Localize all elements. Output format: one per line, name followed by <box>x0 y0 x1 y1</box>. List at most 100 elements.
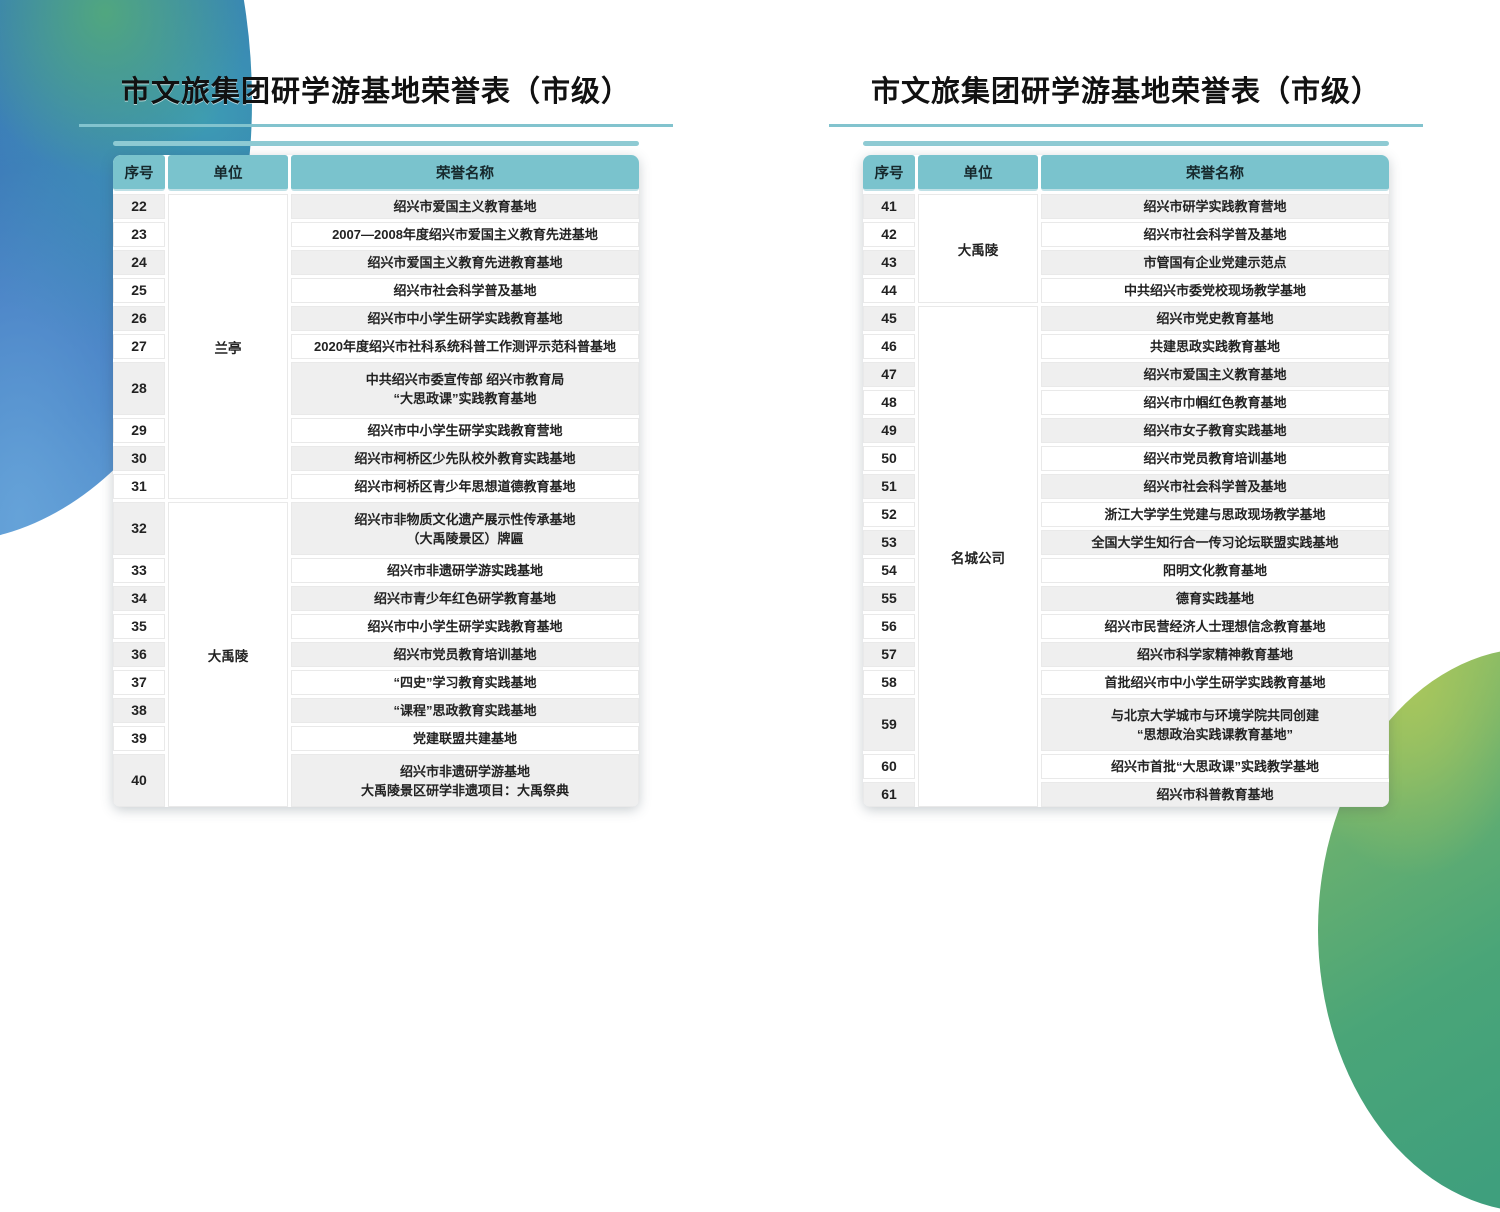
honor-cell: 中共绍兴市委宣传部 绍兴市教育局 “大思政课”实践教育基地 <box>291 362 639 415</box>
title-underline <box>829 124 1423 127</box>
column-header: 单位 <box>168 155 288 191</box>
honor-cell: 绍兴市研学实践教育营地 <box>1041 194 1389 219</box>
row-number-cell: 37 <box>113 670 165 695</box>
row-number-cell: 56 <box>863 614 915 639</box>
row-number-cell: 60 <box>863 754 915 779</box>
page-title: 市文旅集团研学游基地荣誉表（市级） <box>870 76 1381 108</box>
honor-cell: 首批绍兴市中小学生研学实践教育基地 <box>1041 670 1389 695</box>
left-table-panel: 市文旅集团研学游基地荣誉表（市级） 序号 单位 荣誉名称 兰亭 22 绍兴市爱国主义教育基… <box>79 0 673 843</box>
honor-cell: 共建思政实践教育基地 <box>1041 334 1389 359</box>
honor-cell: 党建联盟共建基地 <box>291 726 639 751</box>
honor-cell: 绍兴市非遗研学游基地 大禹陵景区研学非遗项目：大禹祭典 <box>291 754 639 807</box>
honor-cell: 绍兴市党员教育培训基地 <box>1041 446 1389 471</box>
row-number-cell: 53 <box>863 530 915 555</box>
honor-cell: 绍兴市党史教育基地 <box>1041 306 1389 331</box>
column-header: 单位 <box>918 155 1038 191</box>
row-number-cell: 26 <box>113 306 165 331</box>
unit-cell: 大禹陵 <box>168 502 288 807</box>
row-number-cell: 43 <box>863 250 915 275</box>
honor-table-right: 序号 单位 荣誉名称 大禹陵 41 绍兴市研学实践教育营地 42 绍兴市社会科学普及基地 43 市… <box>863 155 1389 807</box>
row-number-cell: 41 <box>863 194 915 219</box>
row-number-cell: 23 <box>113 222 165 247</box>
row-number-cell: 52 <box>863 502 915 527</box>
row-number-cell: 59 <box>863 698 915 751</box>
honor-cell: 绍兴市青少年红色研学教育基地 <box>291 586 639 611</box>
row-number-cell: 50 <box>863 446 915 471</box>
honor-cell: 绍兴市巾帼红色教育基地 <box>1041 390 1389 415</box>
row-number-cell: 51 <box>863 474 915 499</box>
column-header: 荣誉名称 <box>1041 155 1389 191</box>
honor-cell: 市管国有企业党建示范点 <box>1041 250 1389 275</box>
row-number-cell: 29 <box>113 418 165 443</box>
row-number-cell: 33 <box>113 558 165 583</box>
honor-table-left: 序号 单位 荣誉名称 兰亭 22 绍兴市爱国主义教育基地 23 2007—2008年度绍兴市爱… <box>113 155 639 807</box>
row-number-cell: 44 <box>863 278 915 303</box>
row-number-cell: 46 <box>863 334 915 359</box>
honor-cell: 绍兴市首批“大思政课”实践教学基地 <box>1041 754 1389 779</box>
honor-cell: 中共绍兴市委党校现场教学基地 <box>1041 278 1389 303</box>
honor-cell: 绍兴市女子教育实践基地 <box>1041 418 1389 443</box>
unit-cell: 大禹陵 <box>918 194 1038 303</box>
row-number-cell: 54 <box>863 558 915 583</box>
honor-cell: “四史”学习教育实践基地 <box>291 670 639 695</box>
honor-cell: 绍兴市社会科学普及基地 <box>1041 222 1389 247</box>
honor-cell: 绍兴市柯桥区少先队校外教育实践基地 <box>291 446 639 471</box>
row-number-cell: 22 <box>113 194 165 219</box>
column-header: 荣誉名称 <box>291 155 639 191</box>
row-number-cell: 31 <box>113 474 165 499</box>
honor-cell: 绍兴市党员教育培训基地 <box>291 642 639 667</box>
row-number-cell: 55 <box>863 586 915 611</box>
column-header: 序号 <box>113 155 165 191</box>
row-number-cell: 35 <box>113 614 165 639</box>
row-number-cell: 57 <box>863 642 915 667</box>
honor-cell: 绍兴市爱国主义教育先进教育基地 <box>291 250 639 275</box>
row-number-cell: 49 <box>863 418 915 443</box>
page-title: 市文旅集团研学游基地荣誉表（市级） <box>120 76 631 108</box>
row-number-cell: 61 <box>863 782 915 807</box>
unit-cell: 名城公司 <box>918 306 1038 807</box>
honor-cell: 全国大学生知行合一传习论坛联盟实践基地 <box>1041 530 1389 555</box>
honor-cell: 2020年度绍兴市社科系统科普工作测评示范科普基地 <box>291 334 639 359</box>
row-number-cell: 28 <box>113 362 165 415</box>
honor-cell: 德育实践基地 <box>1041 586 1389 611</box>
title-underline <box>79 124 673 127</box>
row-number-cell: 30 <box>113 446 165 471</box>
honor-cell: 阳明文化教育基地 <box>1041 558 1389 583</box>
row-number-cell: 42 <box>863 222 915 247</box>
row-number-cell: 45 <box>863 306 915 331</box>
honor-cell: 2007—2008年度绍兴市爱国主义教育先进基地 <box>291 222 639 247</box>
right-table-panel: 市文旅集团研学游基地荣誉表（市级） 序号 单位 荣誉名称 大禹陵 41 绍兴市研学实践教育… <box>829 0 1423 843</box>
honor-cell: 绍兴市爱国主义教育基地 <box>291 194 639 219</box>
honor-cell: 绍兴市科学家精神教育基地 <box>1041 642 1389 667</box>
row-number-cell: 40 <box>113 754 165 807</box>
honor-cell: 绍兴市爱国主义教育基地 <box>1041 362 1389 387</box>
row-number-cell: 48 <box>863 390 915 415</box>
honor-cell: 绍兴市民营经济人士理想信念教育基地 <box>1041 614 1389 639</box>
honor-cell: 绍兴市柯桥区青少年思想道德教育基地 <box>291 474 639 499</box>
table-accent-bar <box>113 141 639 146</box>
row-number-cell: 25 <box>113 278 165 303</box>
honor-cell: 绍兴市中小学生研学实践教育营地 <box>291 418 639 443</box>
honor-cell: “课程”思政教育实践基地 <box>291 698 639 723</box>
unit-cell: 兰亭 <box>168 194 288 499</box>
honor-cell: 绍兴市社会科学普及基地 <box>291 278 639 303</box>
table-accent-bar <box>863 141 1389 146</box>
honor-cell: 绍兴市非物质文化遗产展示性传承基地 （大禹陵景区）牌匾 <box>291 502 639 555</box>
honor-cell: 绍兴市社会科学普及基地 <box>1041 474 1389 499</box>
honor-cell: 绍兴市非遗研学游实践基地 <box>291 558 639 583</box>
column-header: 序号 <box>863 155 915 191</box>
honor-cell: 绍兴市科普教育基地 <box>1041 782 1389 807</box>
row-number-cell: 38 <box>113 698 165 723</box>
row-number-cell: 39 <box>113 726 165 751</box>
row-number-cell: 58 <box>863 670 915 695</box>
honor-cell: 与北京大学城市与环境学院共同创建 “思想政治实践课教育基地” <box>1041 698 1389 751</box>
row-number-cell: 32 <box>113 502 165 555</box>
row-number-cell: 27 <box>113 334 165 359</box>
honor-cell: 绍兴市中小学生研学实践教育基地 <box>291 614 639 639</box>
row-number-cell: 47 <box>863 362 915 387</box>
honor-cell: 绍兴市中小学生研学实践教育基地 <box>291 306 639 331</box>
honor-cell: 浙江大学学生党建与思政现场教学基地 <box>1041 502 1389 527</box>
row-number-cell: 36 <box>113 642 165 667</box>
row-number-cell: 24 <box>113 250 165 275</box>
